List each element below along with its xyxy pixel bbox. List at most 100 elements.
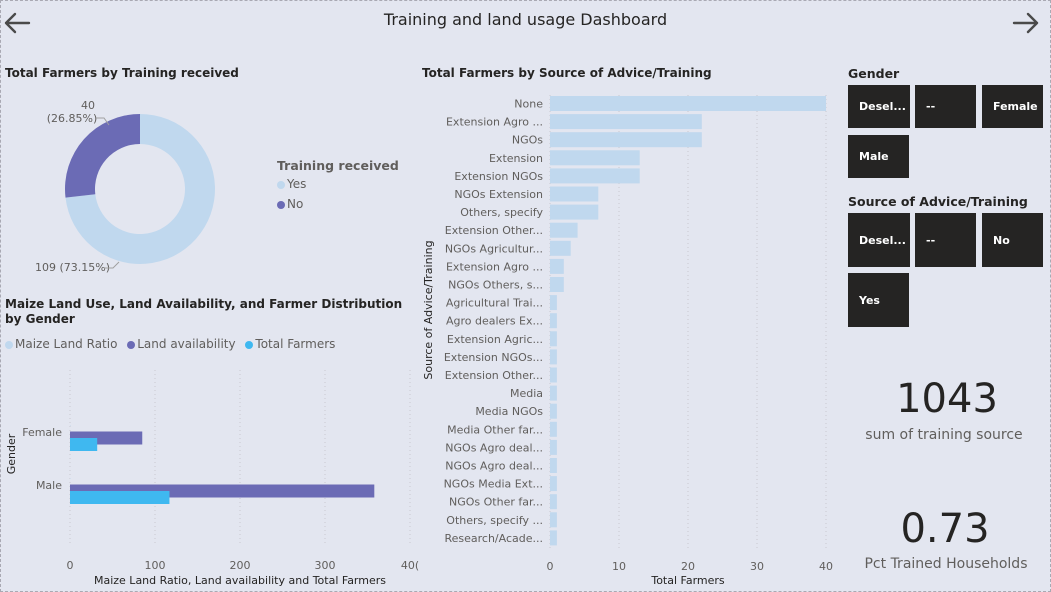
source-bar[interactable] (550, 186, 599, 202)
source-y-axis-title: Source of Advice/Training (422, 240, 435, 379)
gender-y-axis-title: Gender (5, 433, 18, 474)
source-category-label: Others, specify (460, 206, 543, 219)
source-category-label: NGOs (512, 134, 543, 147)
source-bar[interactable] (550, 96, 826, 111)
source-bar[interactable] (550, 385, 557, 401)
source-category-label: Extension Agro ... (446, 116, 543, 129)
gender-x-tick: 300 (315, 559, 336, 572)
source-bar[interactable] (550, 240, 571, 256)
donut-slice-no[interactable] (65, 114, 140, 198)
gender-slicer-blank[interactable]: -- (915, 85, 976, 128)
source-x-tick: 40 (819, 560, 833, 573)
source-bar[interactable] (550, 168, 640, 184)
arrow-left-icon[interactable] (2, 8, 32, 38)
source-category-label: Extension Other... (445, 224, 543, 237)
donut-legend: Training received Yes No (277, 158, 399, 211)
source-category-label: Extension Other... (445, 369, 543, 382)
source-bar[interactable] (550, 367, 557, 383)
source-bar[interactable] (550, 331, 557, 347)
source-slicer-deselect[interactable]: Desel... (848, 213, 910, 267)
source-category-label: Media Other far... (447, 423, 543, 436)
source-bar[interactable] (550, 277, 564, 292)
source-bar[interactable] (550, 349, 557, 365)
source-bar[interactable] (550, 313, 557, 329)
source-chart-title: Total Farmers by Source of Advice/Traini… (422, 66, 712, 80)
gender-x-tick: 0 (67, 559, 74, 572)
source-category-label: Extension (489, 152, 543, 165)
donut-leader-yes (104, 261, 120, 269)
gender-slicer-female[interactable]: Female (982, 85, 1043, 128)
source-category-label: Media (510, 387, 543, 400)
source-bar[interactable] (550, 204, 599, 220)
source-bar[interactable] (550, 421, 557, 437)
source-bar[interactable] (550, 258, 564, 274)
donut-legend-title: Training received (277, 158, 399, 173)
source-bar[interactable] (550, 530, 557, 546)
legend-dot-maize-land-ratio (5, 340, 13, 349)
gender-bar-total-farmers[interactable] (70, 491, 170, 504)
gender-category-label: Female (22, 426, 62, 439)
source-bar[interactable] (550, 458, 557, 473)
kpi-training-source-label: sum of training source (865, 427, 1023, 443)
source-bar[interactable] (550, 114, 702, 130)
donut-label-no-value: 40 (81, 99, 95, 112)
source-category-label: Others, specify ... (446, 514, 543, 527)
legend-item-total-farmers[interactable]: Total Farmers (245, 337, 335, 351)
source-slicer-title: Source of Advice/Training (848, 194, 1028, 209)
source-bar[interactable] (550, 439, 557, 455)
gender-bar-total-farmers[interactable] (70, 438, 98, 451)
source-bar[interactable] (550, 150, 640, 166)
arrow-right-icon[interactable] (1011, 8, 1041, 38)
source-bar[interactable] (550, 222, 578, 238)
legend-dot-no (277, 200, 285, 209)
gender-slicer-title: Gender (848, 66, 900, 81)
source-bar[interactable] (550, 512, 557, 528)
source-category-label: NGOs Extension (454, 188, 543, 201)
donut-leader-no (96, 117, 110, 126)
kpi-pct-trained-value: 0.73 (900, 506, 990, 552)
legend-item-land-availability[interactable]: Land availability (127, 337, 236, 351)
source-x-tick: 20 (681, 560, 695, 573)
source-bar-chart: 0 10 20 30 40 None Extension Agro ... NGOs Exten… (422, 95, 833, 587)
source-bar[interactable] (550, 476, 557, 492)
gender-bar-maize-land-ratio[interactable] (70, 425, 71, 426)
gender-category-label: Male (36, 479, 62, 492)
gender-x-tick: 40( (401, 559, 419, 572)
source-category-label: Extension NGOs (454, 170, 543, 183)
legend-dot-yes (277, 180, 285, 189)
source-slicer-no[interactable]: No (982, 213, 1043, 267)
donut-chart-title: Total Farmers by Training received (5, 66, 239, 80)
legend-dot-land-availability (127, 340, 136, 349)
source-x-axis-title: Total Farmers (650, 574, 725, 587)
source-bar[interactable] (550, 494, 557, 510)
source-category-label: Agro dealers Ex... (446, 315, 543, 328)
kpi-training-source-value: 1043 (896, 376, 998, 422)
legend-dot-total-farmers (245, 340, 254, 349)
source-bar[interactable] (550, 295, 557, 311)
gender-x-tick: 200 (230, 559, 251, 572)
gender-bar-maize-land-ratio[interactable] (70, 478, 71, 479)
gender-x-tick: 100 (145, 559, 166, 572)
source-x-tick: 30 (750, 560, 764, 573)
kpi-pct-trained-label: Pct Trained Households (864, 556, 1028, 572)
source-category-label: NGOs Agro deal... (445, 460, 543, 473)
source-category-label: None (514, 98, 543, 111)
source-bar[interactable] (550, 132, 702, 148)
donut-label-yes: 109 (73.15%) (35, 261, 110, 274)
source-category-label: NGOs Other far... (449, 496, 543, 509)
source-slicer-blank[interactable]: -- (915, 213, 976, 267)
source-category-label: Extension NGOs... (444, 351, 543, 364)
gender-bar-chart: 0 100 200 300 40( Female Male Maize Land Ratio,… (5, 370, 419, 587)
gender-slicer-male[interactable]: Male (848, 135, 909, 178)
source-slicer-yes[interactable]: Yes (848, 273, 909, 327)
legend-item-no[interactable]: No (277, 197, 399, 211)
source-category-label: Research/Acade... (444, 532, 543, 545)
donut-slice-yes[interactable] (65, 114, 216, 264)
gender-chart-legend: Maize Land Ratio Land availability Total… (5, 337, 341, 351)
source-category-label: Extension Agro ... (446, 260, 543, 273)
gender-x-axis-title: Maize Land Ratio, Land availability and … (94, 574, 386, 587)
gender-slicer-deselect[interactable]: Desel... (848, 85, 910, 128)
source-bar[interactable] (550, 403, 557, 419)
legend-item-yes[interactable]: Yes (277, 177, 399, 191)
legend-item-maize-land-ratio[interactable]: Maize Land Ratio (5, 337, 117, 351)
